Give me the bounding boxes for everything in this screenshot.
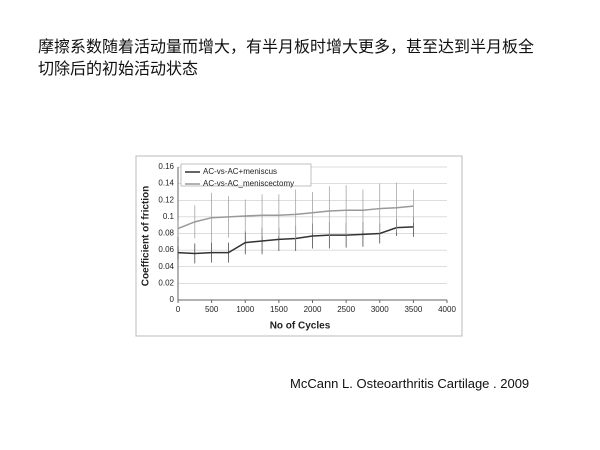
x-tick-label: 500 — [205, 305, 219, 314]
series-line — [177, 205, 414, 230]
x-tick-label: 0 — [176, 305, 181, 314]
y-tick-label: 0.14 — [158, 179, 174, 188]
slide-title: 摩擦系数随着活动量而增大，有半月板时增大更多，甚至达到半月板全切除后的初始活动状… — [38, 37, 535, 78]
legend-label: AC-vs-AC_meniscectomy — [203, 179, 294, 188]
x-tick-label: 2000 — [304, 305, 322, 314]
x-tick-label: 3000 — [371, 305, 389, 314]
y-tick-label: 0.1 — [163, 212, 175, 221]
x-tick-label: 2500 — [337, 305, 355, 314]
legend-box — [180, 163, 312, 187]
x-tick-label: 4000 — [438, 305, 456, 314]
x-tick-label: 3500 — [404, 305, 422, 314]
x-tick-label: 1000 — [236, 305, 254, 314]
x-tick-label: 1500 — [270, 305, 288, 314]
chart-frame — [135, 155, 463, 337]
y-tick-label: 0.04 — [158, 262, 174, 271]
y-axis-label: Coefficient of friction — [141, 186, 152, 287]
y-tick-label: 0.06 — [158, 245, 174, 254]
y-tick-label: 0.12 — [158, 195, 174, 204]
y-tick-label: 0 — [170, 295, 175, 304]
y-tick-label: 0.16 — [158, 162, 174, 171]
x-axis-label: No of Cycles — [270, 321, 331, 332]
legend-label: AC-vs-AC+meniscus — [203, 167, 277, 176]
y-tick-label: 0.08 — [158, 229, 174, 238]
citation: McCann L. Osteoarthritis Cartilage . 200… — [290, 376, 530, 391]
y-tick-label: 0.02 — [158, 278, 174, 287]
